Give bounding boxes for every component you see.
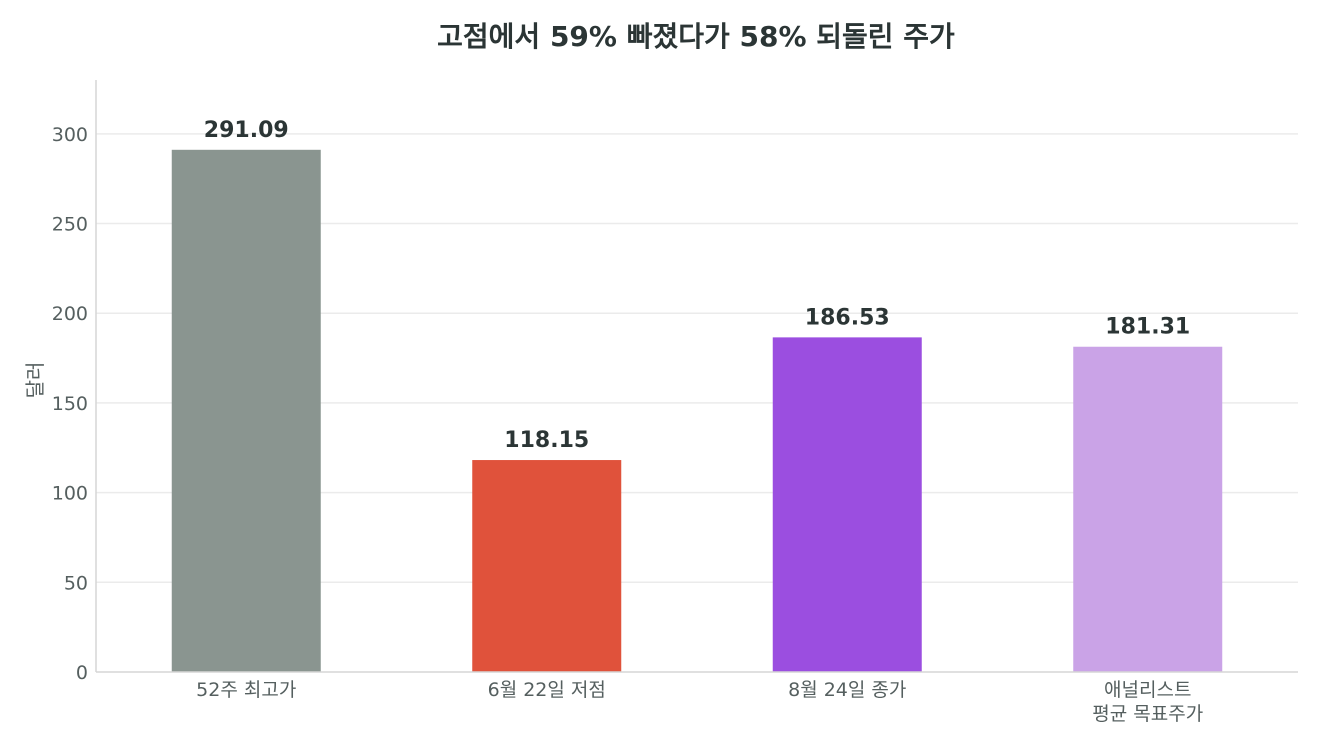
labels: 0 50 100 150 200 250 300 291.09 52주 최고가 118.15 6월 … [52, 118, 1203, 725]
x-tick-label: 8월 24일 종가 [788, 679, 906, 701]
bars [171, 149, 1223, 672]
bar [171, 149, 321, 672]
bar [472, 460, 622, 672]
bar [772, 337, 922, 672]
bar-value-label: 186.53 [805, 305, 890, 330]
x-tick-label: 애널리스트 [1104, 679, 1191, 701]
y-tick-label: 250 [52, 214, 88, 236]
y-tick-label: 50 [64, 572, 88, 594]
x-tick-label: 52주 최고가 [196, 679, 296, 701]
bar-value-label: 181.31 [1105, 315, 1190, 340]
axes [95, 80, 1298, 673]
bar-value-label: 118.15 [504, 428, 589, 453]
y-tick-label: 150 [52, 393, 88, 415]
x-tick-label: 평균 목표주가 [1092, 703, 1203, 725]
y-tick-label: 200 [52, 303, 88, 325]
x-tick-label: 6월 22일 저점 [488, 679, 606, 701]
y-tick-label: 100 [52, 483, 88, 505]
bar [1073, 346, 1223, 672]
bar-value-label: 291.09 [204, 118, 289, 143]
y-tick-label: 300 [52, 124, 88, 146]
y-tick-label: 0 [76, 662, 88, 684]
chart-title: 고점에서 59% 빠졌다가 58% 되돌린 주가 [437, 20, 955, 53]
y-axis-label: 달러 [23, 362, 47, 399]
